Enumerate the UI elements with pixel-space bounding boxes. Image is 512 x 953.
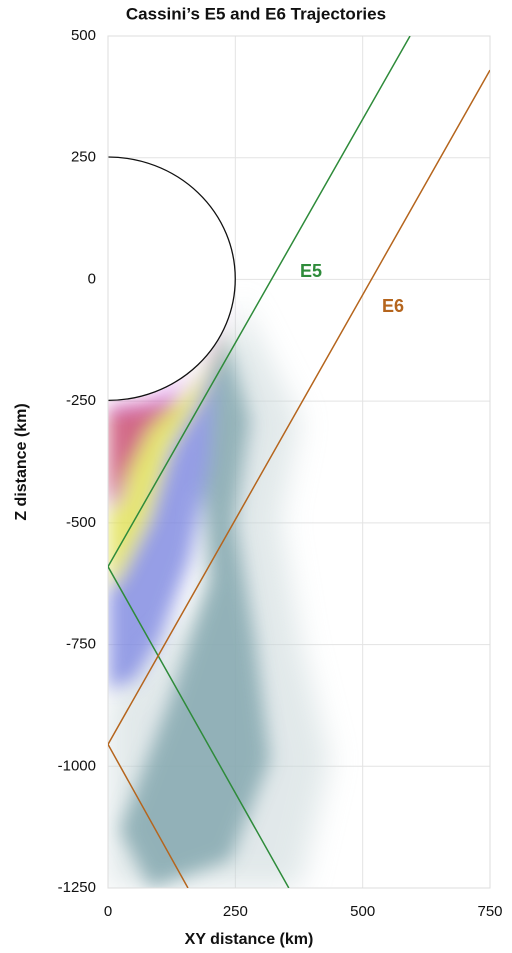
y-axis-label: Z distance (km) [13,403,30,520]
y-tick-label: -1000 [58,757,96,774]
moon-outline [108,157,235,400]
y-tick-label: -1250 [58,879,96,896]
y-tick-label: 500 [71,27,96,44]
y-tick-label: -750 [66,636,96,653]
y-tick-label: 250 [71,149,96,166]
x-tick-label: 750 [477,903,502,920]
chart-title: Cassini’s E5 and E6 Trajectories [126,4,386,23]
x-tick-label: 500 [350,903,375,920]
x-tick-label: 250 [223,903,248,920]
series-label: E6 [382,296,404,316]
y-tick-label: -250 [66,392,96,409]
y-tick-label: -500 [66,514,96,531]
y-tick-label: 0 [88,270,96,287]
x-axis-label: XY distance (km) [185,931,314,948]
chart: Cassini’s E5 and E6 Trajectories XY dist… [0,0,512,953]
series-label: E5 [300,261,322,281]
x-tick-label: 0 [104,903,112,920]
